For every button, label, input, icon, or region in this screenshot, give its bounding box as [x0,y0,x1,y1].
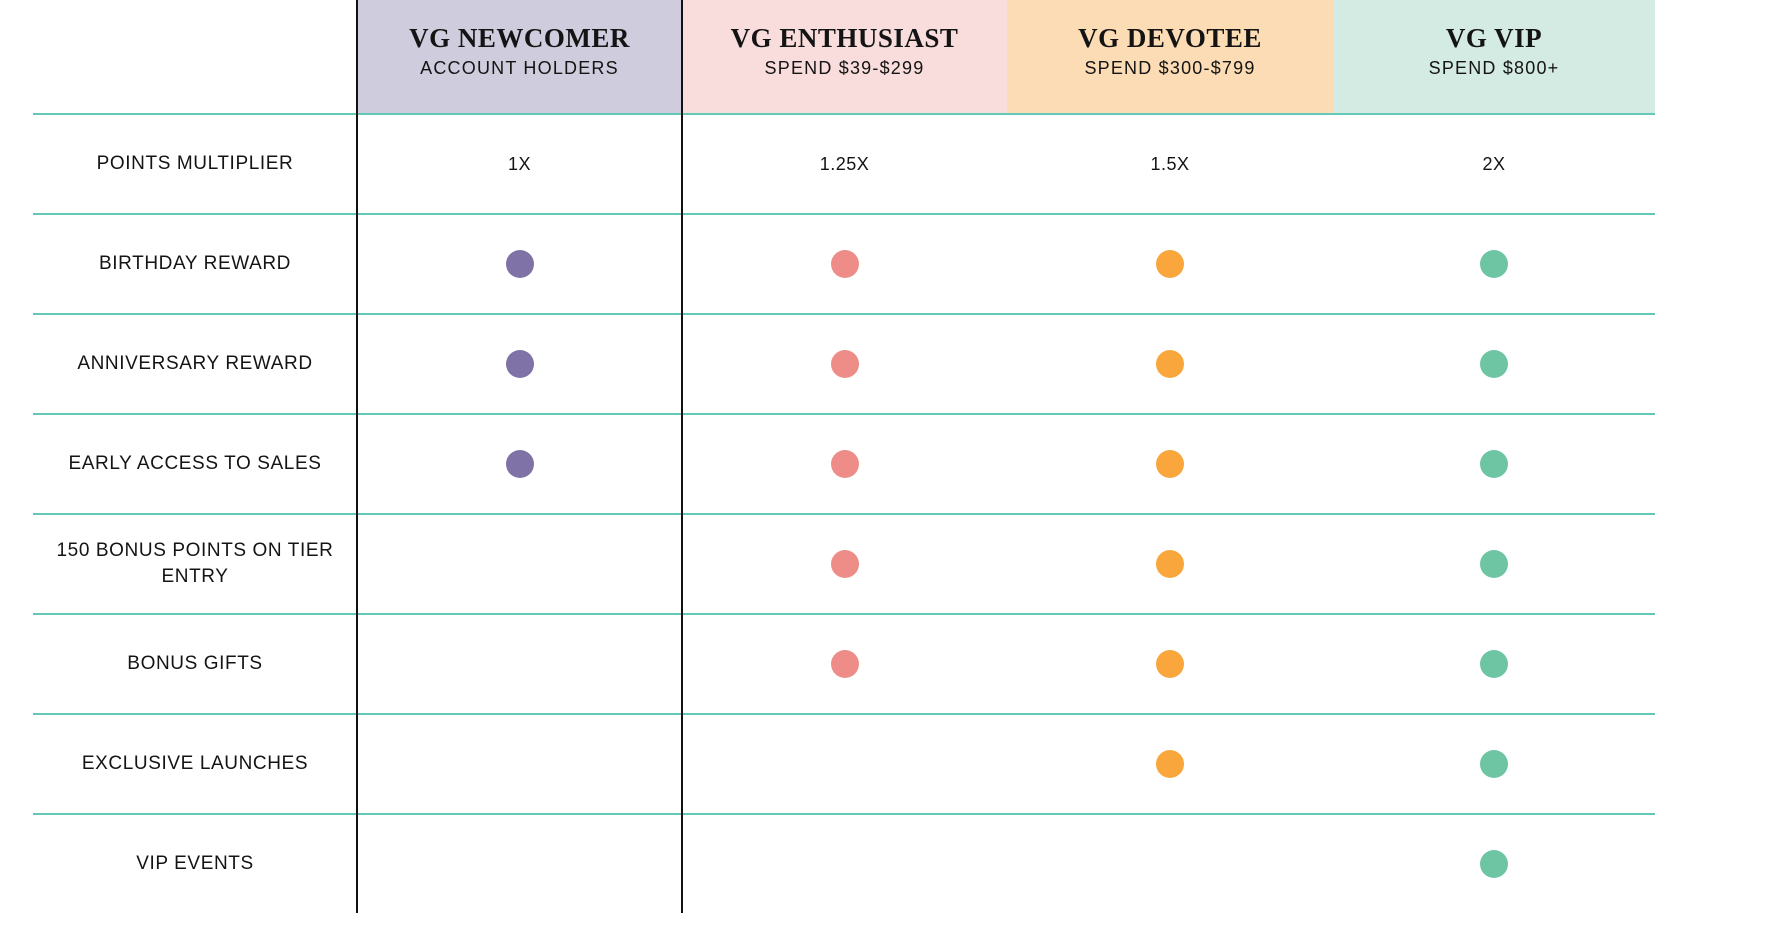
value-cell [682,515,1007,613]
row-label: 150 BONUS POINTS ON TIER ENTRY [56,540,334,587]
benefit-dot-icon [830,550,859,578]
benefit-dot-icon [1156,250,1184,278]
tier-title: VG NEWCOMER [409,22,630,53]
tier-title: VG VIP [1445,22,1543,53]
corner-cell [33,0,357,113]
value-cell [1007,415,1333,513]
benefit-dot-icon [1480,450,1508,478]
table-row-anniversary-reward: ANNIVERSARY REWARD [33,313,1655,413]
benefit-dot-icon [830,250,859,278]
value-cell [357,615,682,713]
column-divider-line [681,0,683,913]
benefit-dot-icon [1156,750,1184,778]
row-label-cell: BONUS GIFTS [33,615,357,713]
benefit-dot-icon [1480,250,1508,278]
tier-header-devotee: VG DEVOTEE SPEND $300-$799 [1007,0,1333,113]
row-label: BONUS GIFTS [127,653,263,674]
table-row-points-multiplier: POINTS MULTIPLIER 1X 1.25X 1.5X 2X [33,113,1655,213]
tier-subtitle: SPEND $39-$299 [764,57,925,78]
multiplier-value: 1.25X [819,153,870,174]
value-cell [682,815,1007,913]
table-row-bonus-gifts: BONUS GIFTS [33,613,1655,713]
value-cell [1333,615,1655,713]
column-divider-line [356,0,358,913]
benefit-dot-icon [830,650,859,678]
row-label-cell: ANNIVERSARY REWARD [33,315,357,413]
value-cell [1333,515,1655,613]
header-row: VG NEWCOMER ACCOUNT HOLDERS VG ENTHUSIAS… [33,0,1655,113]
value-cell [1007,315,1333,413]
multiplier-value: 1.5X [1150,153,1190,174]
multiplier-value: 2X [1482,153,1506,174]
value-cell [357,215,682,313]
row-label: EARLY ACCESS TO SALES [68,453,322,474]
value-cell [1333,215,1655,313]
tier-header-vip: VG VIP SPEND $800+ [1333,0,1655,113]
benefit-dot-icon [830,350,859,378]
benefit-dot-icon [1480,350,1508,378]
row-label-cell: EARLY ACCESS TO SALES [33,415,357,513]
value-cell [357,815,682,913]
tier-title: VG ENTHUSIAST [730,22,959,53]
value-cell [1333,715,1655,813]
value-cell [682,215,1007,313]
benefit-dot-icon [830,450,859,478]
value-cell [1007,815,1333,913]
value-cell [357,515,682,613]
table-row-early-access: EARLY ACCESS TO SALES [33,413,1655,513]
benefit-dot-icon [1480,750,1508,778]
value-cell [1333,815,1655,913]
benefit-dot-icon [1156,450,1184,478]
row-label: EXCLUSIVE LAUNCHES [81,753,309,774]
value-cell [1007,515,1333,613]
tier-subtitle: SPEND $300-$799 [1084,57,1256,78]
row-label-cell: BIRTHDAY REWARD [33,215,357,313]
table-row-birthday-reward: BIRTHDAY REWARD [33,213,1655,313]
table-row-vip-events: VIP EVENTS [33,813,1655,913]
tier-title: VG DEVOTEE [1078,22,1262,53]
benefit-dot-icon [1480,650,1508,678]
value-cell [682,315,1007,413]
value-cell: 1X [357,115,682,213]
value-cell [1333,315,1655,413]
benefit-dot-icon [1156,550,1184,578]
benefit-dot-icon [505,350,534,378]
value-cell [682,715,1007,813]
value-cell [682,615,1007,713]
value-cell [1333,415,1655,513]
value-cell [1007,715,1333,813]
tier-header-newcomer: VG NEWCOMER ACCOUNT HOLDERS [357,0,682,113]
tier-subtitle: SPEND $800+ [1428,57,1560,78]
row-label: POINTS MULTIPLIER [96,153,294,174]
benefit-dot-icon [1480,850,1508,878]
value-cell [1007,615,1333,713]
tier-header-enthusiast: VG ENTHUSIAST SPEND $39-$299 [682,0,1007,113]
benefit-dot-icon [1156,650,1184,678]
value-cell [682,415,1007,513]
row-label-cell: 150 BONUS POINTS ON TIER ENTRY [33,515,357,613]
value-cell [357,715,682,813]
benefit-dot-icon [1480,550,1508,578]
row-label-cell: POINTS MULTIPLIER [33,115,357,213]
benefit-dot-icon [1156,350,1184,378]
table-row-exclusive-launches: EXCLUSIVE LAUNCHES [33,713,1655,813]
row-label-cell: VIP EVENTS [33,815,357,913]
tier-subtitle: ACCOUNT HOLDERS [420,57,619,78]
benefit-dot-icon [505,450,534,478]
value-cell: 1.5X [1007,115,1333,213]
value-cell [357,415,682,513]
tier-comparison-table: VG NEWCOMER ACCOUNT HOLDERS VG ENTHUSIAS… [33,0,1655,913]
row-label: ANNIVERSARY REWARD [77,353,313,374]
row-label-cell: EXCLUSIVE LAUNCHES [33,715,357,813]
value-cell: 1.25X [682,115,1007,213]
value-cell [1007,215,1333,313]
value-cell [357,315,682,413]
multiplier-value: 1X [507,153,532,174]
row-label: BIRTHDAY REWARD [99,253,291,274]
row-label: VIP EVENTS [136,853,254,874]
value-cell: 2X [1333,115,1655,213]
benefit-dot-icon [505,250,534,278]
table-row-tier-entry-bonus: 150 BONUS POINTS ON TIER ENTRY [33,513,1655,613]
